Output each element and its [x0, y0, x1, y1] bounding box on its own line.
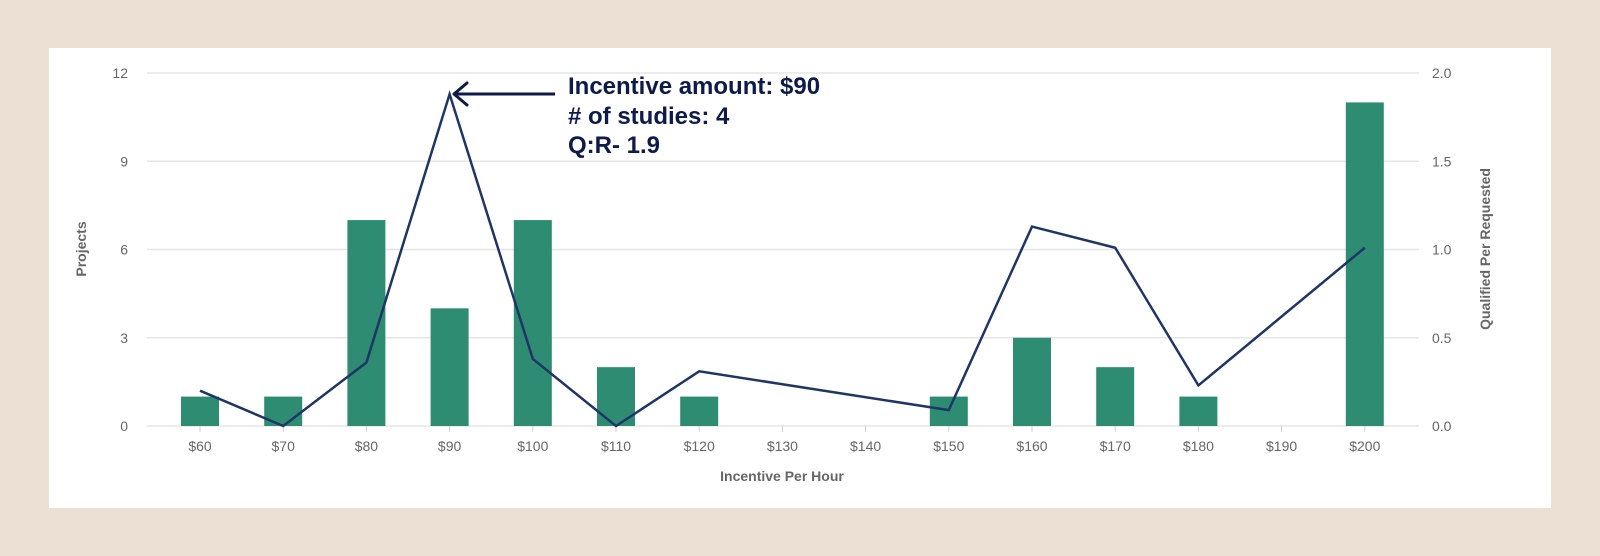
y2-tick-label: 1.0	[1432, 242, 1452, 258]
chart-card: 0 3 6 9 12 0.0 0.5 1.0 1.5 2.0 $60 $70 $80 $90 $100 $…	[49, 48, 1551, 508]
y-tick-label: 9	[120, 153, 128, 169]
x-tick-label: $110	[601, 438, 631, 454]
y-tick-label: 12	[112, 65, 128, 81]
bar[interactable]	[430, 308, 469, 426]
x-tick-label: $80	[355, 438, 379, 454]
bar[interactable]	[181, 396, 219, 426]
x-tick-label: $70	[272, 438, 296, 454]
bar[interactable]	[513, 220, 552, 426]
x-tick-label: $140	[850, 438, 881, 454]
y2-tick-label: 2.0	[1432, 65, 1452, 81]
x-tick-label: $100	[517, 438, 548, 454]
x-axis-title: Incentive Per Hour	[720, 468, 844, 484]
gridlines	[147, 72, 1419, 427]
y-tick-label: 6	[120, 242, 128, 258]
x-tick-label: $60	[188, 438, 212, 454]
y-axis-title: Projects	[73, 221, 89, 276]
y2-tick-label: 0.5	[1432, 330, 1452, 346]
y-tick-label: 0	[120, 418, 128, 434]
y-tick-label: 3	[120, 330, 128, 346]
y2-tick-label: 0.0	[1432, 418, 1452, 434]
y2-axis-title: Qualified Per Requested	[1477, 168, 1493, 330]
projects-bars	[181, 102, 1384, 426]
y2-tick-label: 1.5	[1432, 153, 1452, 169]
annotation-line-3: Q:R- 1.9	[568, 132, 660, 159]
left-axis-ticks: 0 3 6 9 12	[112, 65, 128, 434]
x-tick-label: $170	[1100, 438, 1131, 454]
bar[interactable]	[1096, 367, 1135, 426]
right-axis-ticks: 0.0 0.5 1.0 1.5 2.0	[1432, 65, 1452, 434]
qualified-per-requested-line	[199, 89, 1366, 428]
annotation-arrow-icon	[452, 81, 555, 107]
x-tick-label: $130	[767, 438, 798, 454]
x-tick-label: $120	[684, 438, 715, 454]
x-tick-label: $200	[1349, 438, 1380, 454]
annotation-callout: Incentive amount: $90 # of studies: 4 Q:…	[568, 73, 820, 159]
annotation-line-1: Incentive amount: $90	[568, 73, 820, 100]
bar[interactable]	[1013, 337, 1051, 426]
bar[interactable]	[1179, 396, 1218, 426]
x-tick-label: $160	[1016, 438, 1047, 454]
x-tick-label: $90	[438, 438, 462, 454]
x-tick-label: $180	[1183, 438, 1214, 454]
bar[interactable]	[1345, 102, 1384, 426]
x-axis-ticks: $60 $70 $80 $90 $100 $110 $120 $130 $140 $150 $160…	[188, 426, 1381, 454]
bar[interactable]	[680, 396, 719, 426]
x-tick-label: $190	[1266, 438, 1297, 454]
x-tick-label: $150	[933, 438, 964, 454]
line-path[interactable]	[199, 89, 1366, 428]
annotation-line-2: # of studies: 4	[568, 103, 730, 130]
